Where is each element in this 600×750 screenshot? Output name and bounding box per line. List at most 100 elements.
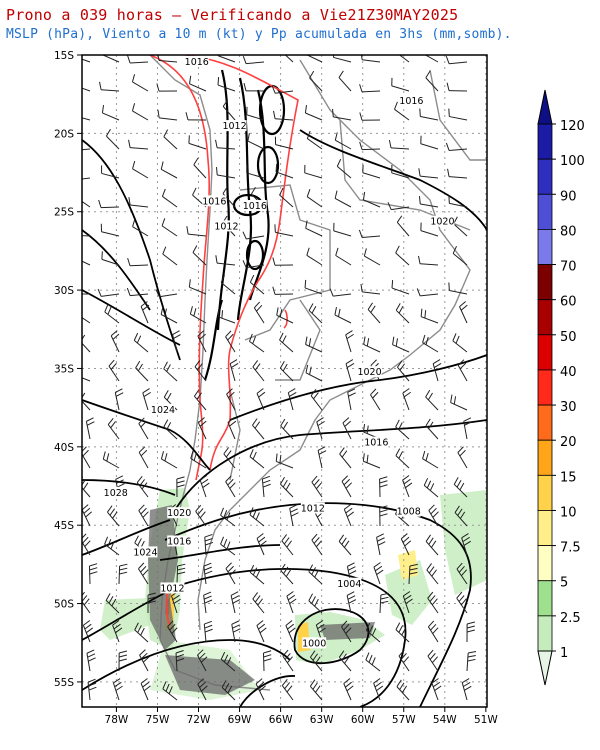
wind-barb bbox=[107, 424, 120, 440]
wind-barb bbox=[364, 255, 381, 266]
colorbar-swatch bbox=[537, 474, 553, 511]
wind-barb bbox=[118, 565, 121, 585]
wind-barb bbox=[280, 425, 294, 440]
wind-barb bbox=[114, 392, 120, 411]
wind-barb bbox=[130, 204, 149, 208]
wind-barb bbox=[249, 340, 265, 353]
wind-barb bbox=[162, 253, 178, 266]
wind-barb bbox=[188, 142, 207, 150]
wind-barb bbox=[101, 258, 120, 266]
colorbar-swatch bbox=[537, 369, 553, 406]
wind-barb bbox=[336, 165, 352, 179]
wind-barb bbox=[204, 537, 207, 556]
wind-barb bbox=[246, 114, 265, 121]
wind-barb bbox=[107, 511, 120, 527]
wind-barb bbox=[365, 629, 381, 643]
wind-barb bbox=[161, 458, 178, 469]
wind-barb bbox=[346, 595, 352, 614]
wind-barb bbox=[190, 313, 207, 324]
wind-barb bbox=[82, 177, 91, 180]
wind-barb bbox=[461, 537, 468, 556]
lon-tick-label: 69W bbox=[228, 714, 252, 726]
wind-barb bbox=[345, 334, 352, 353]
wind-barb bbox=[432, 363, 439, 382]
wind-barb bbox=[275, 171, 294, 179]
wind-barb bbox=[317, 450, 323, 469]
wind-barb bbox=[112, 625, 120, 643]
colorbar-label: 20 bbox=[560, 435, 577, 450]
wind-barb bbox=[427, 655, 439, 672]
wind-barb bbox=[176, 565, 179, 585]
wind-barb bbox=[391, 172, 410, 179]
wind-barb bbox=[281, 540, 294, 556]
isobar-labels: 1016 1016 1012 1016 1016 1012 1020 1020 1024 1016… bbox=[104, 55, 455, 649]
wind-barb bbox=[279, 367, 294, 382]
colorbar-bottom-arrow bbox=[537, 650, 553, 686]
wind-barb bbox=[203, 624, 207, 643]
wind-barb bbox=[426, 569, 439, 585]
andes-isobars bbox=[203, 69, 286, 381]
wind-barb bbox=[431, 682, 439, 701]
wind-barb bbox=[420, 143, 439, 150]
wind-barb bbox=[362, 235, 381, 238]
colorbar-label: 7.5 bbox=[560, 541, 581, 556]
wind-barb bbox=[138, 452, 149, 469]
isobar-label: 1012 bbox=[222, 121, 246, 132]
colorbar-swatch bbox=[537, 545, 553, 582]
wind-barb bbox=[231, 624, 236, 643]
wind-barb bbox=[362, 59, 381, 63]
wind-barb bbox=[279, 194, 294, 208]
wind-barb bbox=[341, 481, 352, 498]
wind-barbs bbox=[82, 55, 477, 701]
wind-barb bbox=[402, 392, 410, 411]
wind-barb bbox=[221, 687, 236, 701]
lat-tick-label: 55S bbox=[54, 677, 74, 689]
wind-barb bbox=[188, 233, 207, 237]
wind-barb bbox=[203, 566, 207, 585]
colorbar-label: 50 bbox=[560, 330, 577, 345]
wind-barb bbox=[305, 344, 323, 353]
wind-barb bbox=[363, 343, 381, 353]
wind-barb bbox=[172, 334, 178, 353]
wind-barb bbox=[396, 686, 410, 701]
wind-barb bbox=[82, 87, 91, 92]
colorbar-label: 120 bbox=[560, 119, 585, 134]
wind-barb bbox=[362, 172, 381, 179]
wind-barb bbox=[304, 172, 323, 179]
wind-barb bbox=[461, 682, 468, 701]
map-frame bbox=[81, 54, 488, 708]
isobar-label: 1016 bbox=[364, 438, 388, 449]
wind-barb bbox=[103, 458, 120, 469]
wind-barb bbox=[82, 58, 91, 63]
wind-barb bbox=[130, 147, 149, 150]
wind-barb bbox=[391, 85, 410, 92]
wind-barb bbox=[281, 685, 294, 701]
wind-barb bbox=[307, 138, 323, 150]
wind-barb bbox=[132, 168, 149, 179]
wind-barb bbox=[453, 483, 468, 498]
wind-barb bbox=[229, 363, 236, 382]
wind-barb bbox=[420, 230, 439, 237]
wind-barb bbox=[279, 339, 294, 353]
colorbar-swatch bbox=[537, 439, 553, 476]
wind-barb bbox=[308, 571, 323, 585]
wind-barb bbox=[452, 340, 468, 353]
wind-barb bbox=[138, 423, 149, 440]
wind-barb bbox=[134, 629, 149, 643]
wind-barb bbox=[225, 481, 236, 498]
wind-barb bbox=[305, 372, 323, 382]
wind-barb bbox=[338, 656, 352, 672]
wind-barb bbox=[276, 314, 294, 324]
wind-barb bbox=[424, 55, 439, 63]
map-subtitle: MSLP (hPa), Viento a 10 m (kt) y Pp acum… bbox=[6, 27, 512, 42]
lon-tick-label: 75W bbox=[146, 714, 170, 726]
wind-barb bbox=[195, 510, 207, 527]
wind-barb bbox=[338, 541, 352, 556]
wind-barb bbox=[220, 543, 236, 556]
wind-barb bbox=[276, 460, 294, 469]
wind-barb bbox=[110, 335, 120, 353]
colorbar-swatch bbox=[537, 510, 553, 547]
wind-barb bbox=[217, 147, 236, 150]
wind-barb bbox=[175, 652, 178, 672]
isobar-label: 1024 bbox=[151, 405, 175, 416]
